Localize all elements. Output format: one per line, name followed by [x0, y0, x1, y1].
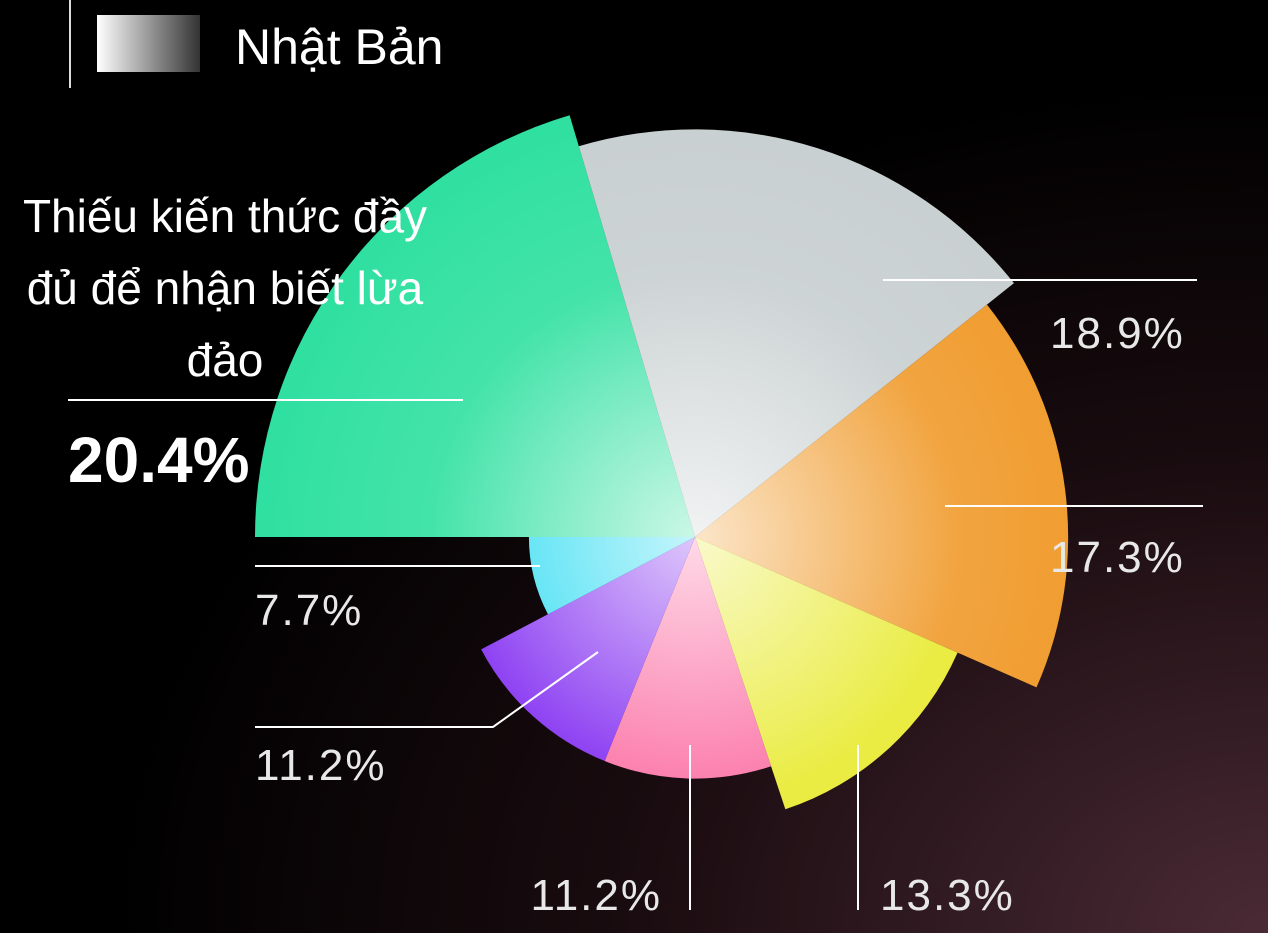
- slice-shine: [604, 537, 772, 779]
- legend-label: Nhật Bản: [235, 19, 443, 75]
- slice-shine: [695, 304, 1069, 688]
- value-label: 7.7%: [255, 586, 363, 635]
- value-label: 11.2%: [531, 871, 663, 920]
- slices: [255, 115, 1069, 810]
- category-label: Thiếu kiến thức đầy đủ để nhận biết lừa …: [22, 190, 428, 386]
- slice-shine: [578, 129, 1014, 537]
- value-label: 18.9%: [1050, 309, 1185, 358]
- value-label: 11.2%: [255, 741, 387, 790]
- value-label: 17.3%: [1050, 533, 1185, 582]
- leader-line: [255, 651, 599, 728]
- slice-shine: [695, 537, 958, 810]
- legend-swatch: [97, 15, 200, 72]
- slice-shine: [528, 537, 695, 615]
- value-label: 20.4%: [68, 424, 249, 496]
- value-label: 13.3%: [880, 871, 1015, 920]
- slice-shine: [481, 537, 695, 762]
- slice-shine: [255, 115, 695, 537]
- labels: 20.4% 18.9% 17.3% 13.3% 11.2% 11.2% 7.7%: [68, 279, 1203, 920]
